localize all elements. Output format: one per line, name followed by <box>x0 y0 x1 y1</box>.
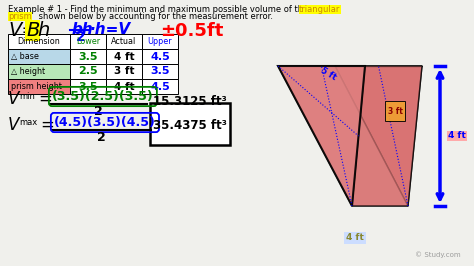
Text: min: min <box>19 92 35 101</box>
FancyBboxPatch shape <box>106 64 142 79</box>
Text: B: B <box>26 21 39 40</box>
Text: 4.5: 4.5 <box>150 52 170 61</box>
Text: 3 ft: 3 ft <box>388 106 402 115</box>
Text: triangular: triangular <box>299 5 340 14</box>
Text: △ height: △ height <box>11 67 45 76</box>
Text: © Study.com: © Study.com <box>415 251 461 258</box>
Text: V: V <box>8 116 19 134</box>
Polygon shape <box>278 66 408 206</box>
FancyBboxPatch shape <box>106 34 142 49</box>
Polygon shape <box>385 101 405 121</box>
FancyBboxPatch shape <box>70 64 106 79</box>
FancyBboxPatch shape <box>8 79 70 94</box>
Text: 3.5: 3.5 <box>78 81 98 92</box>
Text: 2: 2 <box>97 131 106 144</box>
Polygon shape <box>352 66 422 206</box>
FancyBboxPatch shape <box>70 34 106 49</box>
Text: 4.5: 4.5 <box>150 81 170 92</box>
FancyBboxPatch shape <box>106 79 142 94</box>
FancyBboxPatch shape <box>8 49 70 64</box>
Text: ·h=V: ·h=V <box>90 22 131 37</box>
FancyBboxPatch shape <box>106 49 142 64</box>
Text: prism: prism <box>8 12 32 21</box>
Text: 4 ft: 4 ft <box>346 234 364 243</box>
Text: V: V <box>8 90 19 108</box>
Text: shown below by accounting for the measurement error.: shown below by accounting for the measur… <box>36 12 273 21</box>
Text: =: = <box>40 116 54 134</box>
Text: prism height: prism height <box>11 82 62 91</box>
FancyBboxPatch shape <box>8 64 70 79</box>
Text: Upper: Upper <box>148 37 173 46</box>
FancyBboxPatch shape <box>142 49 178 64</box>
Text: Dimension: Dimension <box>18 37 60 46</box>
Text: V=: V= <box>8 21 38 40</box>
Text: △ base: △ base <box>11 52 39 61</box>
Text: 2.5: 2.5 <box>78 66 98 77</box>
Text: 35.4375 ft³: 35.4375 ft³ <box>153 119 227 132</box>
Text: 4 ft: 4 ft <box>114 52 134 61</box>
Text: =: = <box>38 90 52 108</box>
Text: 2: 2 <box>94 105 103 118</box>
Text: 4 ft: 4 ft <box>114 81 134 92</box>
Text: 2: 2 <box>76 30 86 44</box>
Text: (4.5)(3.5)(4.5): (4.5)(3.5)(4.5) <box>54 116 156 129</box>
FancyBboxPatch shape <box>142 79 178 94</box>
Text: 3.5: 3.5 <box>150 66 170 77</box>
Text: Actual: Actual <box>111 37 137 46</box>
FancyBboxPatch shape <box>70 49 106 64</box>
Text: h: h <box>37 21 49 40</box>
Polygon shape <box>278 66 365 206</box>
Text: (3.5)(2.5)(3.5): (3.5)(2.5)(3.5) <box>52 90 154 103</box>
Text: 5 ft: 5 ft <box>319 66 337 82</box>
Text: Example # 1 - Find the minimum and maximum possible volume of the: Example # 1 - Find the minimum and maxim… <box>8 5 311 14</box>
FancyBboxPatch shape <box>142 34 178 49</box>
FancyBboxPatch shape <box>150 103 230 145</box>
Text: max: max <box>19 118 37 127</box>
Text: ±0.5ft: ±0.5ft <box>160 22 223 40</box>
Text: 3 ft: 3 ft <box>114 66 134 77</box>
Text: bh: bh <box>72 22 94 37</box>
Text: 3.5: 3.5 <box>78 52 98 61</box>
Text: 15.3125 ft³: 15.3125 ft³ <box>153 95 227 108</box>
Polygon shape <box>335 66 422 206</box>
FancyBboxPatch shape <box>8 34 70 49</box>
FancyBboxPatch shape <box>142 64 178 79</box>
Text: 4 ft: 4 ft <box>448 131 466 140</box>
FancyBboxPatch shape <box>70 79 106 94</box>
Text: Lower: Lower <box>76 37 100 46</box>
